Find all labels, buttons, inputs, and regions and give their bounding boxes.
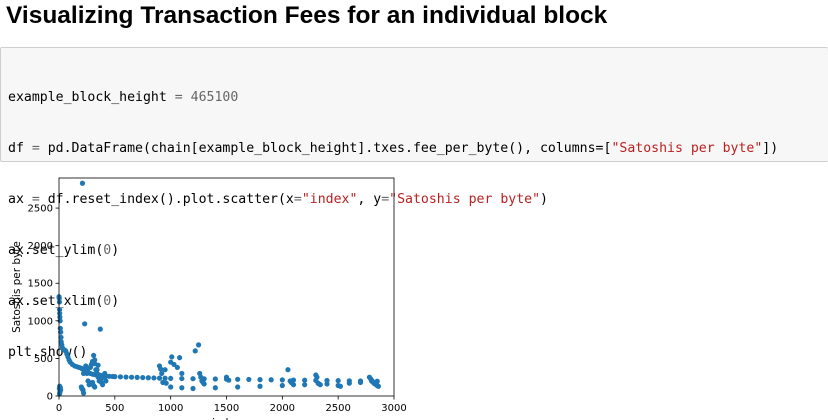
data-point [82, 321, 88, 327]
data-point [201, 381, 207, 387]
data-point [302, 377, 308, 383]
data-point [58, 334, 64, 340]
y-tick-label: 1000 [28, 316, 53, 327]
data-point [159, 370, 165, 377]
data-point [128, 374, 135, 380]
data-point [212, 385, 218, 391]
data-point [190, 385, 196, 392]
y-ticks: 0 500 1000 1500 2000 2500 [28, 204, 59, 403]
data-point [302, 382, 308, 388]
data-point [235, 384, 241, 390]
data-point [317, 382, 323, 388]
x-ticks: 0 500 1000 1500 2000 2500 3000 [56, 396, 407, 414]
data-point [151, 375, 157, 381]
data-point [156, 375, 163, 381]
data-point [123, 374, 129, 380]
data-point [314, 374, 320, 380]
data-point [140, 374, 146, 381]
data-point [246, 376, 252, 383]
data-point [168, 384, 174, 390]
y-tick-label: 2000 [28, 241, 53, 252]
data-point [79, 180, 86, 186]
data-point [279, 382, 285, 389]
code-cell[interactable]: example_block_height = 465100 df = pd.Da… [0, 47, 828, 360]
data-point [91, 352, 97, 359]
data-point [102, 370, 108, 377]
data-point [257, 377, 263, 383]
x-axis-label: index [212, 417, 241, 420]
x-tick-label: 1500 [214, 403, 239, 414]
data-point [235, 376, 241, 382]
data-point [145, 375, 151, 381]
y-axis-label: Satoshis per byte [11, 241, 23, 333]
data-point [192, 348, 198, 354]
data-point [56, 299, 63, 305]
x-tick-label: 3000 [381, 403, 406, 414]
data-point [99, 382, 106, 388]
data-point [98, 375, 105, 381]
data-point [89, 360, 96, 366]
data-point [257, 383, 263, 389]
data-point [57, 310, 63, 316]
code-line: ax = df.reset_index().plot.scatter(x="in… [8, 192, 548, 207]
data-point [337, 383, 343, 389]
data-point [279, 377, 285, 383]
data-point [357, 379, 364, 386]
data-point [80, 390, 87, 396]
x-tick-label: 2500 [325, 403, 350, 414]
data-point [179, 370, 185, 377]
data-point [80, 370, 87, 377]
y-tick-label: 2500 [28, 204, 53, 215]
data-point [158, 366, 164, 372]
data-point [57, 389, 63, 395]
x-tick-label: 2000 [270, 403, 295, 414]
data-point [179, 375, 185, 382]
data-point [57, 314, 63, 320]
data-point [290, 382, 297, 388]
data-point [324, 381, 330, 387]
data-point [56, 306, 63, 313]
data-point [168, 375, 174, 382]
data-point [162, 367, 168, 373]
data-point [268, 377, 274, 383]
code-line: ax.set_ylim(0) [8, 243, 120, 258]
y-tick-label: 1500 [28, 279, 53, 290]
code-editor[interactable]: example_block_height = 465100 df = pd.Da… [8, 55, 778, 395]
code-line: example_block_height = 465100 [8, 90, 239, 105]
data-point [346, 380, 352, 386]
data-point [174, 364, 180, 371]
data-point [375, 383, 381, 389]
data-point [92, 384, 98, 390]
data-point [179, 385, 185, 391]
data-point [103, 378, 109, 384]
x-tick-label: 500 [105, 403, 124, 414]
data-point [335, 378, 341, 384]
data-point [134, 374, 140, 380]
data-point [190, 376, 196, 382]
data-point [97, 326, 103, 332]
data-point [162, 375, 168, 381]
notebook-heading: Visualizing Transaction Fees for an indi… [6, 2, 608, 29]
data-point [285, 367, 291, 373]
y-tick-label: 500 [34, 354, 53, 365]
data-point [177, 355, 183, 361]
data-point [163, 380, 169, 386]
y-tick-label: 0 [47, 392, 53, 403]
data-point [212, 376, 218, 382]
data-point [171, 361, 177, 368]
data-point [112, 374, 118, 380]
x-tick-label: 1000 [158, 403, 183, 414]
code-line: ax.set_xlim(0) [8, 294, 120, 309]
data-point [94, 367, 100, 373]
data-point [117, 374, 124, 380]
points-layer [56, 180, 381, 397]
data-point [226, 377, 232, 383]
axes-frame [58, 177, 395, 397]
code-line: df = pd.DataFrame(chain[example_block_he… [8, 141, 779, 156]
data-point [169, 354, 175, 360]
scatter-plot: 0 500 1000 1500 2000 2500 3000 0 500 1000 1500 200… [11, 177, 407, 420]
x-tick-label: 0 [56, 403, 62, 414]
data-point [195, 342, 202, 348]
